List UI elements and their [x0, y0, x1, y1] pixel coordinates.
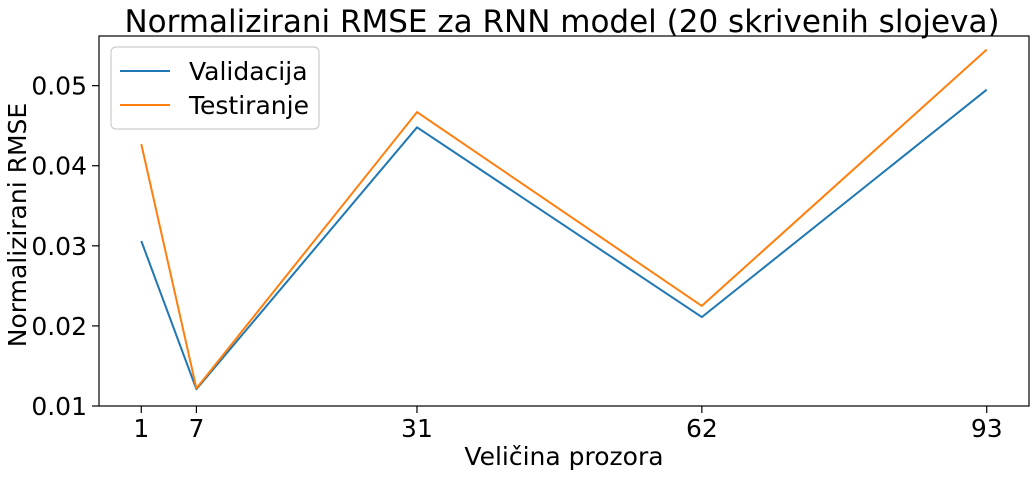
y-tick-label: 0.04	[31, 152, 87, 181]
x-tick-label: 1	[133, 414, 149, 443]
y-tick-label: 0.02	[31, 312, 87, 341]
y-axis-label: Normalizirani RMSE	[3, 103, 32, 347]
x-tick-label: 62	[686, 414, 718, 443]
x-tick-label: 31	[401, 414, 433, 443]
legend-label: Testiranje	[188, 91, 309, 120]
legend: Validacija Testiranje	[111, 47, 319, 129]
series-line-validacija	[141, 90, 986, 390]
x-axis-label: Veličina prozora	[464, 442, 663, 471]
y-tick-label: 0.01	[31, 392, 87, 421]
x-tick-label: 93	[971, 414, 1003, 443]
chart-title: Normalizirani RMSE za RNN model (20 skri…	[124, 4, 999, 40]
legend-label: Validacija	[189, 57, 308, 86]
y-tick-label: 0.03	[31, 232, 87, 261]
y-tick-label: 0.05	[31, 72, 87, 101]
x-tick-label: 7	[188, 414, 204, 443]
